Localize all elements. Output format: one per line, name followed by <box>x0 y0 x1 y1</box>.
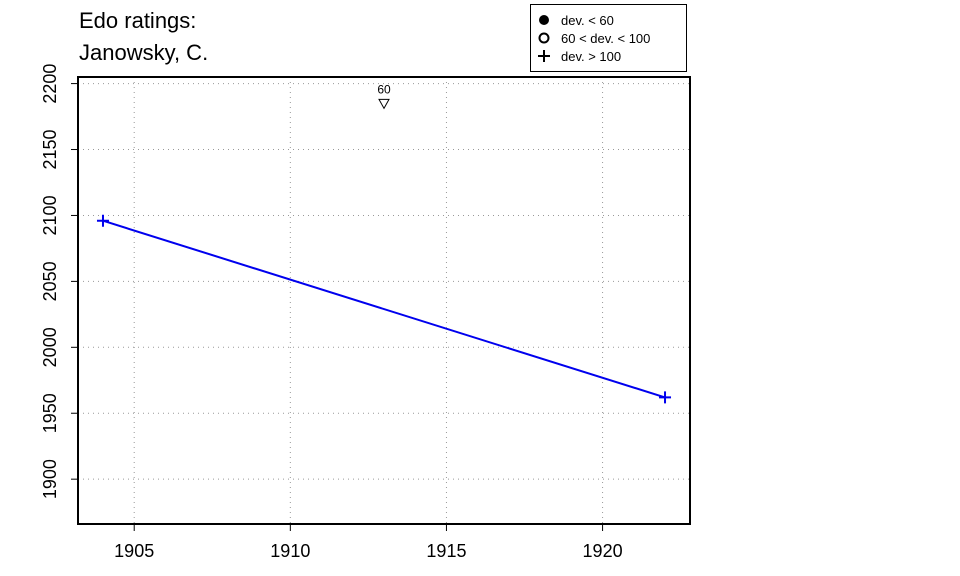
axes: 1905 1910 1915 1920 1900 1950 2000 2050 2100 2150… <box>40 64 623 561</box>
y-tick-label: 2000 <box>40 327 60 367</box>
legend-label: dev. > 100 <box>561 48 622 64</box>
data-point-plus <box>96 214 109 227</box>
x-tick-label: 1915 <box>426 541 466 561</box>
y-tick-label: 1950 <box>40 393 60 433</box>
legend-entry-dev-over-100: dev. > 100 <box>531 47 621 65</box>
chart-title-line-2: Janowsky, C. <box>79 40 209 65</box>
plot-frame <box>77 76 691 525</box>
open-circle-icon <box>531 29 561 47</box>
series-line <box>102 219 666 399</box>
x-tick-label: 1920 <box>583 541 623 561</box>
series <box>96 214 672 404</box>
chart-title-line-1: Edo ratings: <box>79 8 197 33</box>
y-tick-label: 1900 <box>40 459 60 499</box>
y-tick-label: 2100 <box>40 195 60 235</box>
annotations: 60 <box>377 82 391 110</box>
y-tick-label: 2150 <box>40 129 60 169</box>
y-tick-label: 2050 <box>40 261 60 301</box>
legend: dev. < 60 60 < dev. < 100 dev. > 100 <box>530 4 687 72</box>
annotation-label: 60 <box>377 82 391 96</box>
filled-circle-icon <box>531 11 561 29</box>
x-tick-label: 1905 <box>114 541 154 561</box>
x-tick-label: 1910 <box>270 541 310 561</box>
plus-icon <box>531 47 561 65</box>
y-tick-label: 2200 <box>40 64 60 104</box>
legend-label: 60 < dev. < 100 <box>561 30 651 46</box>
legend-entry-dev-60-to-100: 60 < dev. < 100 <box>531 29 650 47</box>
legend-label: dev. < 60 <box>561 12 614 28</box>
grid <box>78 77 690 524</box>
data-point-plus <box>659 391 672 404</box>
down-triangle-marker <box>378 98 390 110</box>
legend-entry-dev-under-60: dev. < 60 <box>531 11 614 29</box>
